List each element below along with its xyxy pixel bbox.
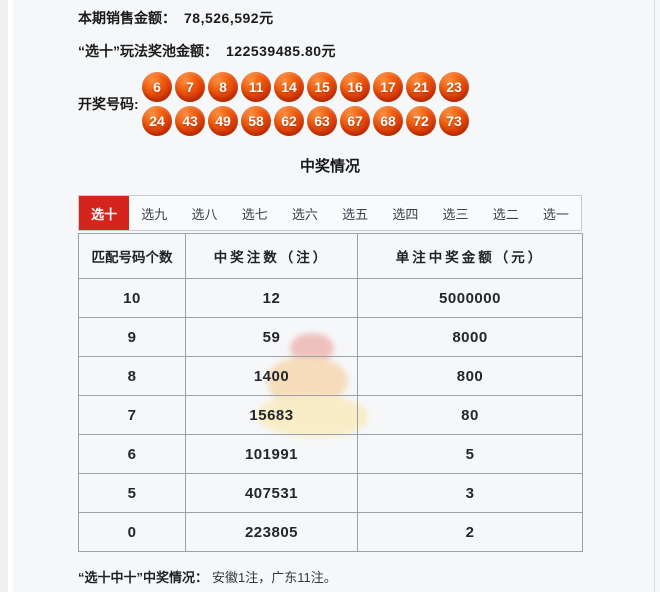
lottery-ball: 16 <box>340 72 370 102</box>
tab-xuan-3[interactable]: 选三 <box>442 206 469 222</box>
lottery-ball: 62 <box>274 106 304 136</box>
lottery-ball: 58 <box>241 106 271 136</box>
tab-xuan-1[interactable]: 选一 <box>542 206 569 222</box>
prize-table-header-row: 匹配号码个数 中奖注数（注） 单注中奖金额（元） <box>78 233 583 279</box>
col-header-match-count: 匹配号码个数 <box>78 233 186 279</box>
lottery-ball: 21 <box>406 72 436 102</box>
col-header-prize-per-bet: 单注中奖金额（元） <box>357 233 583 279</box>
cell-match-count: 6 <box>78 434 186 474</box>
lottery-ball: 43 <box>175 106 205 136</box>
cell-prize-amount: 2 <box>357 512 583 552</box>
prize-table: 匹配号码个数 中奖注数（注） 单注中奖金额（元） 10 12 5000000 9… <box>78 233 583 552</box>
page-right-divider <box>654 0 655 592</box>
tab-xuan-5[interactable]: 选五 <box>342 206 369 222</box>
cell-prize-amount: 80 <box>357 395 583 435</box>
tab-xuan-8[interactable]: 选八 <box>191 206 218 222</box>
pool-amount-label: “选十”玩法奖池金额： <box>78 43 218 59</box>
table-row: 10 12 5000000 <box>78 278 583 318</box>
cell-match-count: 5 <box>78 473 186 513</box>
lottery-ball: 72 <box>406 106 436 136</box>
footnote-detail: 安徽1注，广东11注。 <box>212 570 337 585</box>
page-left-margin <box>0 0 8 592</box>
cell-prize-amount: 8000 <box>357 317 583 357</box>
tab-xuan-9[interactable]: 选九 <box>141 206 168 222</box>
cell-match-count: 10 <box>78 278 186 318</box>
pool-amount-value: 122539485.80元 <box>226 43 337 59</box>
lottery-ball: 15 <box>307 72 337 102</box>
winning-status-title: 中奖情况 <box>299 158 360 175</box>
cell-match-count: 0 <box>78 512 186 552</box>
draw-numbers-section: 开奖号码: 6 7 8 11 14 15 16 17 21 23 24 43 4… <box>78 72 582 136</box>
top-prize-footnote: “选十中十”中奖情况： 安徽1注，广东11注。 <box>78 567 582 586</box>
tab-xuan-2[interactable]: 选二 <box>492 206 519 222</box>
tab-xuan-4[interactable]: 选四 <box>392 206 419 222</box>
lottery-ball: 68 <box>373 106 403 136</box>
cell-winning-bets: 59 <box>185 317 358 357</box>
tab-xuan-7[interactable]: 选七 <box>241 206 268 222</box>
table-row: 5 407531 3 <box>78 473 583 513</box>
table-row: 8 1400 800 <box>78 356 583 396</box>
lottery-ball: 63 <box>307 106 337 136</box>
sales-amount-value: 78,526,592元 <box>184 10 274 26</box>
cell-match-count: 9 <box>78 317 186 357</box>
lottery-ball: 6 <box>142 72 172 102</box>
cell-prize-amount: 5 <box>357 434 583 474</box>
tab-xuan-10[interactable]: 选十 <box>79 196 130 230</box>
footnote-label: “选十中十”中奖情况： <box>78 570 209 585</box>
table-row: 9 59 8000 <box>78 317 583 357</box>
col-header-winning-bets: 中奖注数（注） <box>185 233 358 279</box>
cell-match-count: 8 <box>78 356 186 396</box>
prize-table-wrap: 匹配号码个数 中奖注数（注） 单注中奖金额（元） 10 12 5000000 9… <box>78 233 583 552</box>
play-type-tabbar: 选十 选九 选八 选七 选六 选五 选四 选三 选二 选一 <box>78 195 582 231</box>
lottery-ball: 17 <box>373 72 403 102</box>
cell-winning-bets: 407531 <box>185 473 358 513</box>
lottery-ball: 73 <box>439 106 469 136</box>
table-row: 0 223805 2 <box>78 512 583 552</box>
ball-row-1: 6 7 8 11 14 15 16 17 21 23 <box>142 72 469 102</box>
lottery-ball: 7 <box>175 72 205 102</box>
cell-prize-amount: 800 <box>357 356 583 396</box>
draw-number-balls: 6 7 8 11 14 15 16 17 21 23 24 43 49 58 6… <box>142 72 469 136</box>
table-row: 7 15683 80 <box>78 395 583 435</box>
cell-prize-amount: 5000000 <box>357 278 583 318</box>
ball-row-2: 24 43 49 58 62 63 67 68 72 73 <box>142 106 469 136</box>
lottery-ball: 23 <box>439 72 469 102</box>
tab-xuan-6[interactable]: 选六 <box>291 206 318 222</box>
draw-numbers-label: 开奖号码: <box>78 96 139 112</box>
lottery-ball: 14 <box>274 72 304 102</box>
lottery-ball: 24 <box>142 106 172 136</box>
page-left-divider <box>8 0 13 592</box>
sales-amount-label: 本期销售金额： <box>78 10 176 26</box>
lottery-ball: 11 <box>241 72 271 102</box>
cell-winning-bets: 101991 <box>185 434 358 474</box>
cell-winning-bets: 15683 <box>185 395 358 435</box>
pool-amount-line: “选十”玩法奖池金额： 122539485.80元 <box>78 41 582 61</box>
lottery-results-panel: 本期销售金额： 78,526,592元 “选十”玩法奖池金额： 12253948… <box>78 0 583 586</box>
cell-match-count: 7 <box>78 395 186 435</box>
sales-amount-line: 本期销售金额： 78,526,592元 <box>78 8 582 28</box>
lottery-ball: 67 <box>340 106 370 136</box>
cell-winning-bets: 12 <box>185 278 358 318</box>
table-row: 6 101991 5 <box>78 434 583 474</box>
cell-winning-bets: 1400 <box>185 356 358 396</box>
cell-winning-bets: 223805 <box>185 512 358 552</box>
lottery-ball: 8 <box>208 72 238 102</box>
lottery-ball: 49 <box>208 106 238 136</box>
cell-prize-amount: 3 <box>357 473 583 513</box>
